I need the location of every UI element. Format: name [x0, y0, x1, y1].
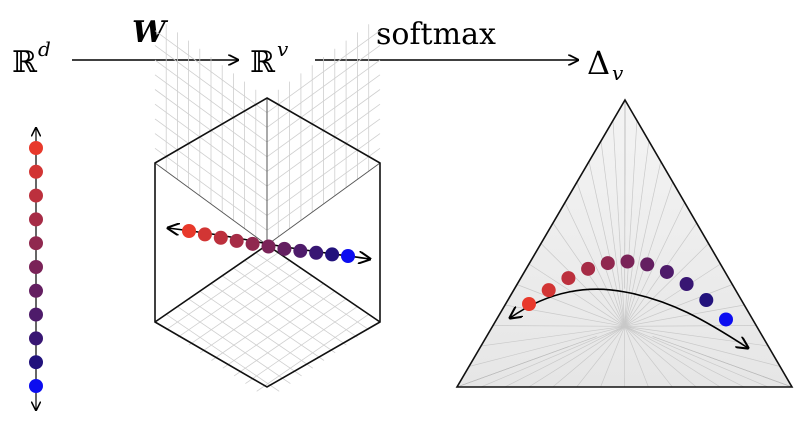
line-point	[29, 260, 43, 274]
cube-bottom-face-gridline	[188, 298, 302, 377]
cube-point	[293, 243, 308, 258]
simplex-point	[699, 293, 714, 308]
simplex-outline	[455, 98, 794, 388]
cube-point	[213, 230, 228, 245]
cube-point	[197, 227, 212, 242]
simplex-point	[679, 277, 694, 292]
simplex-point	[640, 257, 655, 272]
cube-bottom-face-gridline	[222, 290, 336, 369]
simplex-point	[600, 256, 615, 271]
line-point	[29, 331, 43, 346]
simplex-gridline	[624, 140, 650, 327]
cube-point	[341, 249, 355, 263]
cube-point	[182, 224, 196, 238]
simplex-panel	[455, 98, 794, 388]
cube-left-face-gridline	[154, 74, 268, 158]
line-point	[29, 307, 43, 322]
cube-left-face-gridline	[154, 45, 268, 128]
cube-point	[245, 236, 260, 251]
cube-point	[229, 233, 244, 248]
simplex-points	[522, 254, 733, 327]
simplex-point	[581, 261, 596, 276]
rd-superscript: d	[38, 37, 51, 61]
cube-right-face-gridline	[266, 45, 381, 128]
simplex-gridline	[624, 181, 674, 327]
simplex-curve	[510, 288, 748, 348]
simplex-subscript: v	[612, 61, 624, 85]
label-simplex: Δ v	[587, 44, 624, 85]
cube-point	[277, 241, 292, 256]
simplex-point	[522, 297, 536, 311]
line-point	[29, 164, 43, 179]
cube-right-face-gridline	[266, 30, 381, 114]
rv-symbol: ℝ	[250, 45, 276, 80]
arrow-w: W	[72, 15, 238, 60]
line-points	[29, 141, 43, 393]
simplex-gridline	[624, 202, 685, 327]
cube-front-edges	[155, 245, 380, 387]
simplex-gridline	[624, 161, 662, 327]
label-rv: ℝ v	[250, 37, 289, 80]
line-point	[29, 379, 43, 393]
simplex-gridline	[564, 202, 625, 327]
cube-points	[182, 224, 355, 263]
cube-right-face-gridline	[266, 59, 381, 143]
cube-point	[261, 239, 276, 254]
arrow-softmax: softmax	[315, 17, 578, 60]
rd-symbol: ℝ	[12, 45, 38, 80]
cube-point	[309, 245, 324, 260]
rv-superscript: v	[277, 37, 289, 61]
cube-bottom-face-gridline	[199, 290, 314, 369]
cube-point	[325, 247, 340, 262]
cube-right-face-gridline	[266, 74, 381, 158]
line-panel	[29, 128, 43, 410]
simplex-point	[719, 312, 733, 327]
cube-bottom-face-gridline	[233, 298, 347, 377]
line-point	[29, 355, 43, 370]
simplex-point	[620, 254, 635, 269]
simplex-gridline	[576, 181, 625, 327]
label-rd: ℝ d	[12, 37, 51, 80]
simplex-symbol: Δ	[587, 44, 610, 82]
line-point	[29, 188, 43, 203]
cube-bottom-face-gridline	[211, 283, 324, 361]
w-label: W	[132, 15, 169, 50]
simplex-gridline	[600, 140, 626, 327]
softmax-label: softmax	[376, 17, 496, 52]
simplex-gridline	[588, 161, 626, 327]
cube-left-face-gridline	[154, 30, 268, 114]
simplex-point	[541, 283, 556, 298]
cube-bottom-face-gridline	[177, 306, 291, 384]
cube-bottom-face-gridline	[256, 313, 369, 392]
cube-panel	[154, 24, 381, 392]
simplex-point	[561, 271, 576, 286]
cube-bottom-face-gridline	[245, 306, 358, 384]
cube-outline	[154, 97, 381, 388]
simplex-point	[659, 264, 674, 279]
cube-left-face-gridline	[154, 59, 268, 143]
line-point	[29, 141, 43, 155]
line-point	[29, 283, 43, 298]
cube-bottom-face-gridline	[165, 313, 280, 392]
line-point	[29, 236, 43, 251]
line-point	[29, 212, 43, 227]
